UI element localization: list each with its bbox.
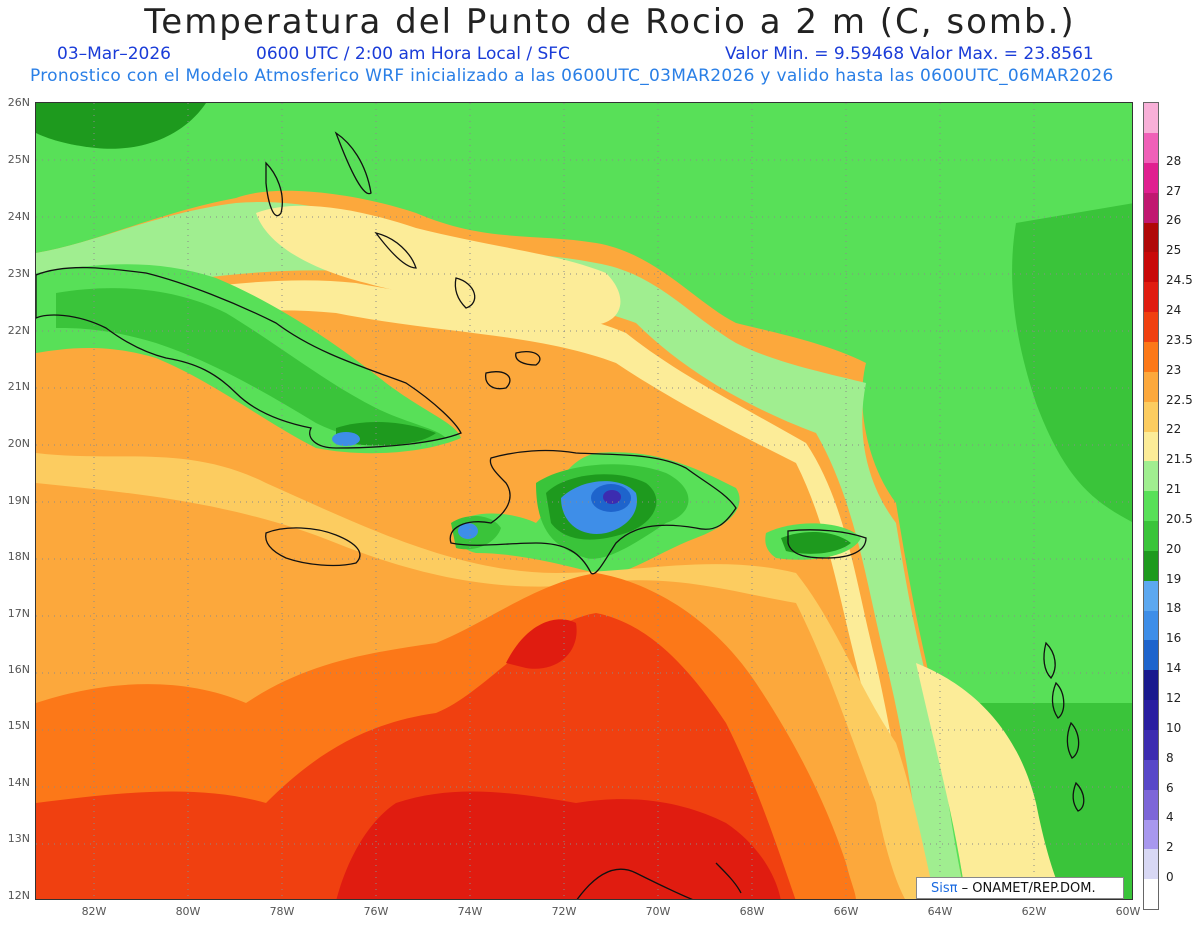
colorbar-segment bbox=[1144, 789, 1158, 820]
colorbar-label: 24.5 bbox=[1166, 273, 1193, 288]
colorbar-segment bbox=[1144, 222, 1158, 253]
colorbar-segment bbox=[1144, 729, 1158, 760]
lat-label: 13N bbox=[7, 832, 30, 845]
colorbar-label: 21.5 bbox=[1166, 452, 1193, 467]
minmax-label: Valor Min. = 9.59468 Valor Max. = 23.856… bbox=[725, 44, 1094, 64]
colorbar-label: 25 bbox=[1166, 243, 1182, 258]
colorbar-segment bbox=[1144, 700, 1158, 731]
lon-label: 60W bbox=[1115, 905, 1141, 918]
lon-label: 72W bbox=[551, 905, 577, 918]
lon-label: 70W bbox=[645, 905, 671, 918]
colorbar-segment bbox=[1144, 670, 1158, 701]
lat-label: 24N bbox=[7, 210, 30, 223]
colorbar-label: 8 bbox=[1166, 750, 1174, 765]
lon-label: 64W bbox=[927, 905, 953, 918]
lon-label: 82W bbox=[81, 905, 107, 918]
colorbar-segment bbox=[1144, 252, 1158, 283]
lat-label: 22N bbox=[7, 324, 30, 337]
colorbar-segment bbox=[1144, 849, 1158, 880]
colorbar-label: 16 bbox=[1166, 631, 1182, 646]
dewpoint-map bbox=[35, 102, 1133, 900]
credit-box: Sisπ – ONAMET/REP.DOM. bbox=[916, 877, 1124, 899]
lon-label: 62W bbox=[1021, 905, 1047, 918]
lon-label: 76W bbox=[363, 905, 389, 918]
colorbar-segment bbox=[1144, 192, 1158, 223]
colorbar-segment bbox=[1144, 879, 1158, 910]
lat-label: 25N bbox=[7, 153, 30, 166]
colorbar-label: 14 bbox=[1166, 661, 1182, 676]
colorbar-segment bbox=[1144, 132, 1158, 163]
colorbar-label: 6 bbox=[1166, 780, 1174, 795]
colorbar-label: 23 bbox=[1166, 362, 1182, 377]
lat-label: 12N bbox=[7, 889, 30, 902]
colorbar-segment bbox=[1144, 461, 1158, 492]
colorbar-label: 24 bbox=[1166, 302, 1182, 317]
colorbar-segment bbox=[1144, 282, 1158, 313]
colorbar-label: 22 bbox=[1166, 422, 1182, 437]
colorbar-label: 12 bbox=[1166, 691, 1182, 706]
lat-label: 17N bbox=[7, 607, 30, 620]
colorbar-label: 22.5 bbox=[1166, 392, 1193, 407]
colorbar-label: 27 bbox=[1166, 183, 1182, 198]
date-label: 03–Mar–2026 bbox=[57, 44, 171, 64]
colorbar-label: 10 bbox=[1166, 720, 1182, 735]
lon-label: 66W bbox=[833, 905, 859, 918]
colorbar-label: 19 bbox=[1166, 571, 1182, 586]
lat-label: 23N bbox=[7, 267, 30, 280]
colorbar-segment bbox=[1144, 341, 1158, 372]
lat-label: 26N bbox=[7, 96, 30, 109]
colorbar-segment bbox=[1144, 520, 1158, 551]
lat-label: 21N bbox=[7, 380, 30, 393]
colorbar-segment bbox=[1144, 610, 1158, 641]
colorbar-label: 0 bbox=[1166, 870, 1174, 885]
colorbar-label: 26 bbox=[1166, 213, 1182, 228]
colorbar-label: 20.5 bbox=[1166, 511, 1193, 526]
colorbar-label: 4 bbox=[1166, 810, 1174, 825]
colorbar-label: 2 bbox=[1166, 840, 1174, 855]
colorbar-segment bbox=[1144, 103, 1158, 133]
lat-label: 15N bbox=[7, 719, 30, 732]
page-title: Temperatura del Punto de Rocio a 2 m (C,… bbox=[144, 2, 1076, 42]
colorbar-segment bbox=[1144, 431, 1158, 462]
time-label: 0600 UTC / 2:00 am Hora Local / SFC bbox=[256, 44, 570, 64]
colorbar bbox=[1143, 102, 1159, 910]
colorbar-segment bbox=[1144, 640, 1158, 671]
lat-label: 19N bbox=[7, 494, 30, 507]
colorbar-segment bbox=[1144, 580, 1158, 611]
sis-logo-text: Sisπ bbox=[931, 881, 958, 896]
lat-label: 18N bbox=[7, 550, 30, 563]
colorbar-label: 23.5 bbox=[1166, 332, 1193, 347]
colorbar-label: 18 bbox=[1166, 601, 1182, 616]
colorbar-segment bbox=[1144, 759, 1158, 790]
lat-label: 14N bbox=[7, 776, 30, 789]
colorbar-label: 28 bbox=[1166, 153, 1182, 168]
colorbar-segment bbox=[1144, 401, 1158, 432]
lat-label: 16N bbox=[7, 663, 30, 676]
colorbar-segment bbox=[1144, 550, 1158, 581]
map-field bbox=[36, 103, 1132, 899]
lon-label: 68W bbox=[739, 905, 765, 918]
credit-text: – ONAMET/REP.DOM. bbox=[961, 881, 1096, 896]
lat-label: 20N bbox=[7, 437, 30, 450]
colorbar-segment bbox=[1144, 311, 1158, 342]
lon-label: 80W bbox=[175, 905, 201, 918]
lon-label: 74W bbox=[457, 905, 483, 918]
colorbar-segment bbox=[1144, 491, 1158, 522]
coastlines bbox=[36, 131, 1085, 899]
colorbar-segment bbox=[1144, 371, 1158, 402]
colorbar-label: 21 bbox=[1166, 482, 1182, 497]
colorbar-segment bbox=[1144, 162, 1158, 193]
forecast-label: Pronostico con el Modelo Atmosferico WRF… bbox=[30, 66, 1114, 86]
lon-label: 78W bbox=[269, 905, 295, 918]
colorbar-label: 20 bbox=[1166, 541, 1182, 556]
colorbar-segment bbox=[1144, 819, 1158, 850]
